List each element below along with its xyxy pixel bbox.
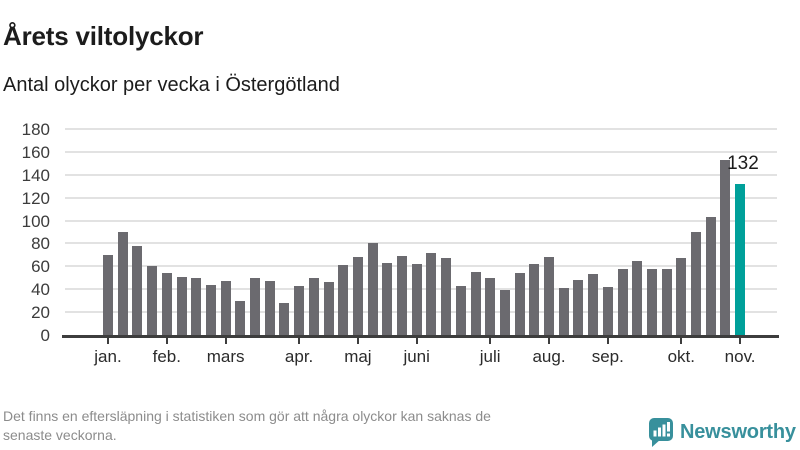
bar-week-13: [279, 302, 290, 335]
bar-week-35: [602, 286, 613, 335]
logo-text: Newsworthy: [680, 420, 796, 443]
bar-week-10: [235, 300, 246, 335]
x-axis-label-aug: aug.: [532, 347, 566, 366]
bar-week-25: [455, 285, 466, 335]
bar-week-17: [338, 265, 349, 335]
bar-week-12: [264, 281, 275, 335]
bar-week-21: [397, 256, 407, 335]
bar-week-24: [441, 258, 452, 335]
x-axis-label-okt: okt.: [667, 347, 695, 366]
bar-week-44: [735, 183, 746, 335]
y-axis-label-0: 0: [40, 326, 50, 345]
bar-week-38: [646, 268, 657, 335]
x-tick-juni: [415, 338, 418, 344]
x-axis-label-mars: mars: [206, 347, 245, 366]
y-axis-label-120: 120: [21, 188, 50, 208]
bar-week-41: [691, 232, 701, 335]
x-axis-label-sep: sep.: [591, 347, 624, 366]
latest-value-label: 132: [727, 152, 759, 174]
bar-week-32: [558, 288, 569, 335]
gridline-80: [65, 242, 777, 245]
x-tick-maj: [356, 338, 359, 344]
bar-week-14: [294, 285, 305, 335]
bar-week-7: [191, 277, 202, 335]
bar-week-40: [676, 258, 687, 335]
bar-week-29: [514, 273, 525, 335]
gridline-140: [65, 173, 777, 176]
gridline-180: [65, 128, 777, 130]
y-axis-label-40: 40: [31, 280, 50, 300]
x-tick-feb: [165, 338, 168, 344]
x-axis-label-maj: maj: [344, 347, 372, 366]
gridline-100: [65, 219, 777, 222]
bar-week-4: [147, 266, 158, 335]
bar-week-15: [308, 277, 319, 335]
x-tick-mars: [224, 338, 227, 344]
bar-week-5: [161, 273, 172, 335]
bar-week-28: [499, 290, 510, 335]
x-tick-nov: [739, 338, 742, 344]
bar-week-6: [176, 276, 187, 335]
y-axis-label-100: 100: [21, 211, 50, 231]
x-axis-line: [62, 335, 779, 338]
gridline-120: [65, 196, 777, 199]
x-tick-sep: [606, 338, 609, 344]
x-axis-label-juni: juni: [403, 347, 430, 366]
bar-week-19: [367, 243, 378, 335]
x-tick-okt: [680, 338, 683, 344]
bar-week-33: [573, 280, 584, 335]
y-axis-label-80: 80: [31, 234, 50, 254]
bar-week-42: [705, 217, 716, 335]
bar-week-22: [411, 264, 422, 335]
bar-week-43: [720, 159, 731, 335]
bar-week-39: [661, 268, 672, 335]
x-tick-jan: [107, 338, 109, 344]
gridline-160: [65, 150, 777, 153]
x-tick-aug: [548, 338, 550, 344]
bar-week-2: [117, 232, 128, 335]
y-axis-label-140: 140: [21, 165, 50, 185]
bar-week-34: [588, 274, 599, 335]
x-axis-label-jan: jan.: [94, 347, 122, 366]
x-axis-label-feb: feb.: [152, 347, 181, 366]
footnote-line-1: Det finns en eftersläpning i statistiken…: [3, 408, 491, 424]
bar-week-31: [544, 257, 554, 335]
footnote-line-2: senaste veckorna.: [3, 427, 117, 443]
bar-week-26: [470, 272, 481, 335]
footnote: Det finns en eftersläpning i statistiken…: [3, 407, 643, 445]
bar-week-1: [103, 254, 113, 335]
newsworthy-bubble-chart-icon: [649, 418, 673, 447]
x-axis-label-juli: juli: [479, 347, 501, 366]
bar-week-27: [485, 277, 496, 335]
bar-week-9: [220, 281, 231, 335]
bar-week-3: [132, 245, 143, 335]
bar-week-8: [205, 284, 216, 335]
newsworthy-logo: Newsworthy: [648, 417, 796, 447]
page-title: Årets viltolyckor: [3, 21, 204, 52]
x-axis-label-apr: apr.: [284, 347, 314, 366]
y-axis-label-160: 160: [21, 142, 50, 162]
bar-week-20: [382, 262, 393, 335]
y-axis-label-180: 180: [21, 120, 50, 139]
x-tick-juli: [489, 338, 492, 344]
x-axis-label-nov: nov.: [724, 347, 756, 366]
y-axis-label-60: 60: [31, 257, 50, 277]
bar-week-23: [426, 252, 437, 335]
bar-week-18: [352, 257, 363, 335]
bar-week-36: [617, 268, 628, 335]
y-axis-label-20: 20: [31, 303, 50, 323]
chart-subtitle: Antal olyckor per vecka i Östergötland: [3, 74, 340, 96]
x-tick-apr: [298, 338, 301, 344]
bar-week-16: [323, 282, 334, 335]
bar-week-37: [632, 260, 643, 335]
bar-week-11: [250, 277, 260, 335]
bar-week-30: [529, 264, 540, 335]
